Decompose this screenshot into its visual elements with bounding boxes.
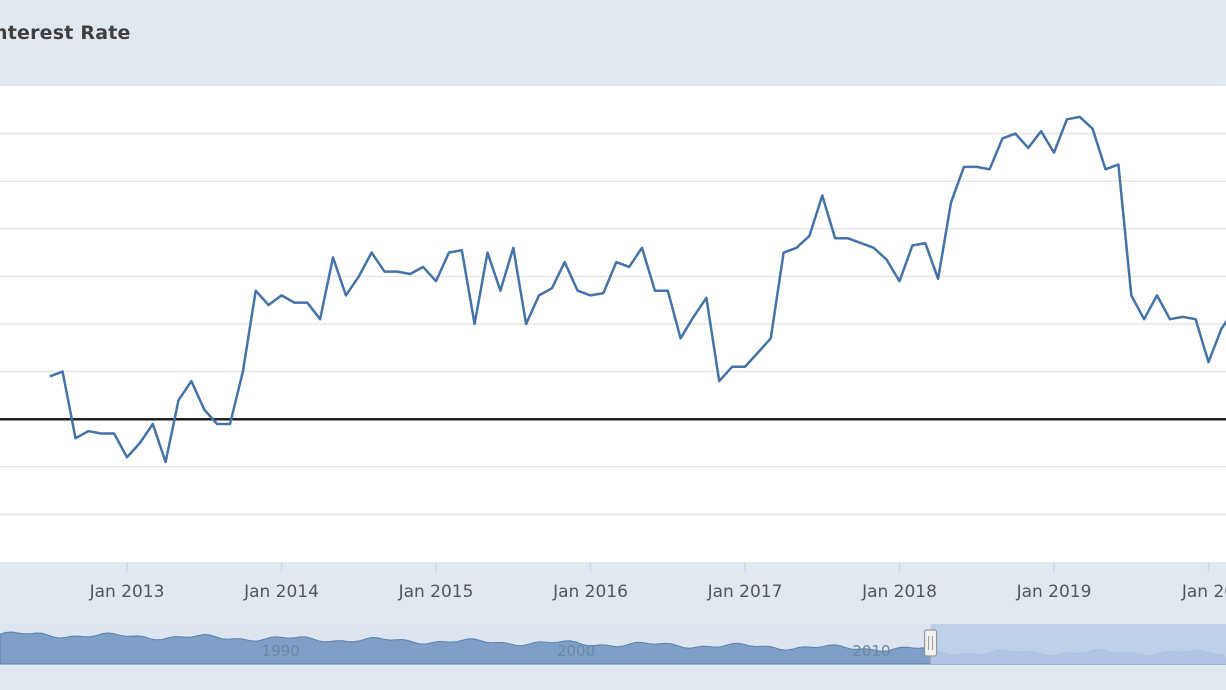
navigator-labels: 1990 2000 2010 [262, 642, 891, 660]
navigator-tick-label: 1990 [262, 642, 300, 660]
navigator-tick-label: 2010 [852, 642, 890, 660]
navigator-handle[interactable] [923, 629, 938, 657]
navigator-selected-range[interactable] [930, 624, 1226, 664]
x-axis-ticks [126, 562, 1210, 572]
series-line [49, 115, 1226, 464]
x-tick-label: Jan 2019 [1016, 582, 1092, 602]
x-tick-label: Jan 2013 [89, 582, 165, 602]
range-navigator[interactable]: 1990 2000 2010 [0, 624, 1226, 665]
x-tick-label: Jan 2016 [552, 582, 628, 602]
x-tick-label: Jan 2015 [398, 582, 474, 602]
x-tick-label: Jan 2017 [707, 582, 783, 602]
x-tick-label: Jan 2018 [861, 582, 937, 602]
navigator-handle-left[interactable] [923, 629, 938, 657]
x-tick-label: Jan 20 [1181, 582, 1226, 602]
navigator-tick-label: 2000 [557, 642, 595, 660]
chart-title: nterest Rate [0, 22, 131, 44]
grid-lines [0, 132, 1226, 516]
x-tick-label: Jan 2014 [243, 582, 319, 602]
